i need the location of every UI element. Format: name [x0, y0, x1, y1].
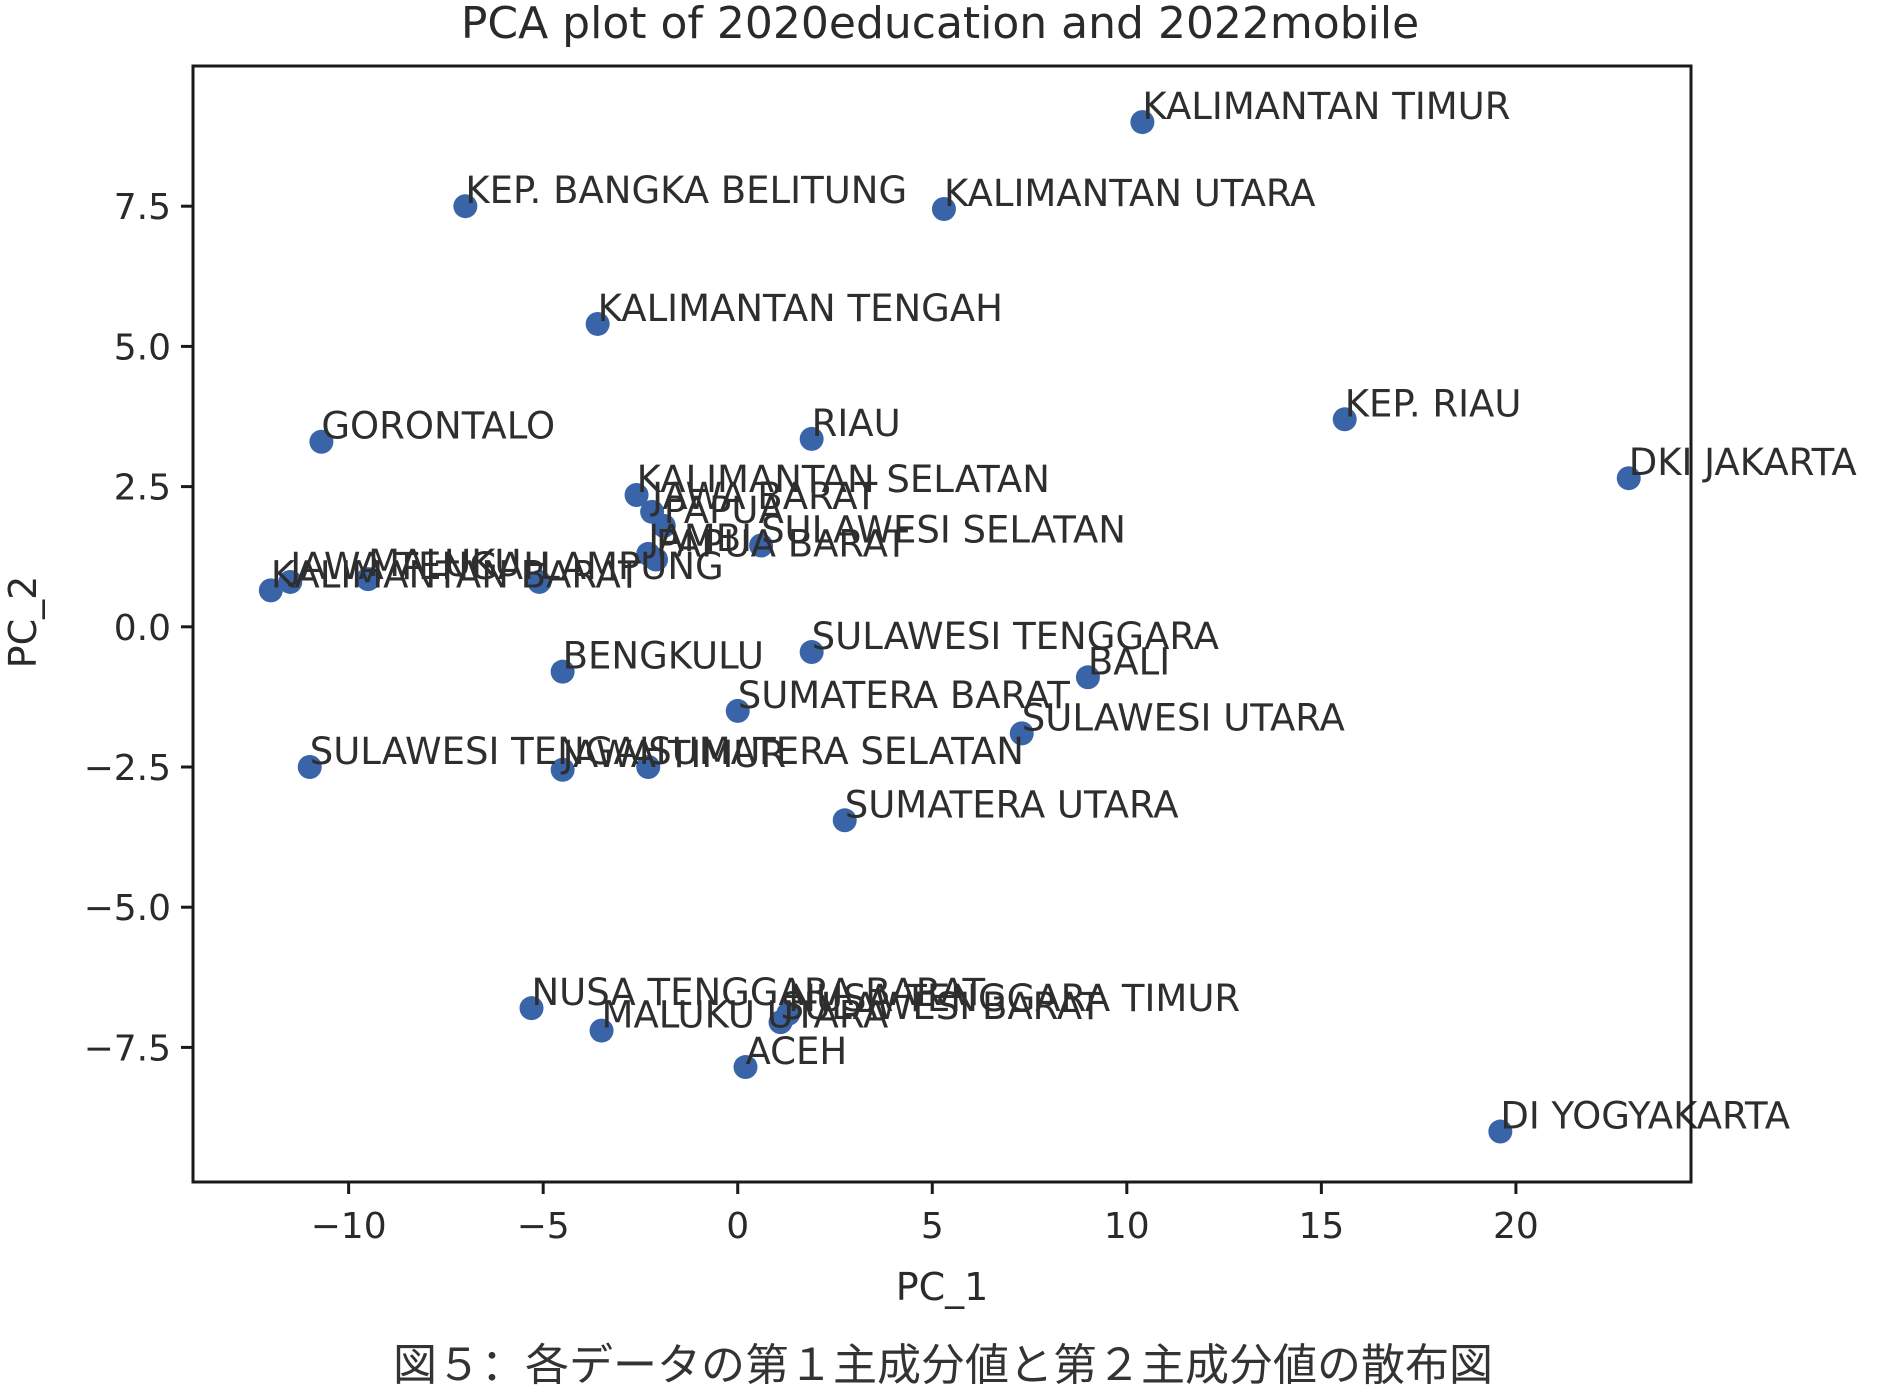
data-point-kalimantan-tengah	[585, 311, 610, 336]
data-point-riau	[799, 426, 824, 451]
point-label-dki-jakarta: DKI JAKARTA	[1629, 441, 1857, 484]
data-point-kalimantan-barat	[258, 578, 283, 603]
y-tick-label: −7.5	[84, 1028, 171, 1069]
data-point-kalimantan-timur	[1130, 110, 1155, 135]
data-point-kep-bangka-belitung	[453, 194, 478, 219]
y-tick-label: 7.5	[114, 187, 171, 228]
point-label-papua-barat: PAPUA BARAT	[656, 523, 908, 566]
point-label-nusa-tenggara-timur: NUSA TENGGARA TIMUR	[788, 977, 1240, 1020]
data-point-kep-riau	[1332, 407, 1357, 432]
data-point-kalimantan-selatan	[624, 483, 649, 508]
point-label-kalimantan-selatan: KALIMANTAN SELATAN	[637, 458, 1050, 501]
point-label-maluku: MALUKU	[368, 542, 521, 585]
data-point-dki-jakarta	[1616, 466, 1641, 491]
point-label-papua: PAPUA	[664, 489, 784, 532]
plot-area-frame	[191, 64, 1693, 1184]
x-axis-ticks: −10 −5 0 5 10 15 20	[311, 1182, 1539, 1247]
point-label-sulawesi-selatan: SULAWESI SELATAN	[761, 508, 1126, 551]
y-tick-label: 2.5	[114, 468, 171, 509]
point-label-bengkulu: BENGKULU	[563, 635, 764, 678]
x-tick-label: 5	[921, 1206, 944, 1247]
data-point-aceh	[733, 1055, 758, 1080]
data-point-sulawesi-tengah	[297, 755, 322, 780]
point-label-sumatera-utara: SUMATERA UTARA	[845, 783, 1179, 826]
data-point-sumatera-barat	[725, 698, 750, 723]
data-point-sulawesi-utara	[1009, 721, 1034, 746]
y-tick-label: −2.5	[84, 748, 171, 789]
point-label-aceh: ACEH	[746, 1030, 848, 1073]
point-label-di-yogyakarta: DI YOGYAKARTA	[1500, 1095, 1790, 1138]
point-label-maluku-utara: MALUKU UTARA	[602, 994, 889, 1037]
x-tick-label: 15	[1298, 1206, 1344, 1247]
data-point-sulawesi-barat	[768, 1010, 793, 1035]
point-label-kalimantan-tengah: KALIMANTAN TENGAH	[598, 287, 1003, 330]
x-axis-label: PC_1	[896, 1265, 989, 1309]
point-label-kalimantan-barat: KALIMANTAN BARAT	[271, 553, 641, 596]
data-point-nusa-tenggara-barat	[519, 996, 544, 1021]
x-tick-label: −5	[517, 1206, 570, 1247]
data-point-jawa-tengah	[278, 569, 303, 594]
data-point-sulawesi-selatan	[749, 533, 774, 558]
point-label-jawa-tengah: JAWA TENGAH	[288, 545, 551, 588]
data-point-papua-barat	[644, 547, 669, 572]
data-point-gorontalo	[309, 429, 334, 454]
data-point-bengkulu	[550, 659, 575, 684]
x-tick-label: 0	[726, 1206, 749, 1247]
x-tick-label: 10	[1104, 1206, 1150, 1247]
point-label-nusa-tenggara-barat: NUSA TENGGARA BARAT	[532, 971, 986, 1014]
figure-caption: 図５：各データの第１主成分値と第２主成分値の散布図	[393, 1340, 1493, 1389]
point-label-riau: RIAU	[812, 402, 901, 445]
data-point-sumatera-utara	[832, 808, 857, 833]
point-label-sulawesi-tenggara: SULAWESI TENGGARA	[812, 615, 1219, 658]
data-point-lampung	[527, 569, 552, 594]
data-point-sulawesi-tenggara	[799, 640, 824, 665]
point-label-jambi: JAMBI	[646, 517, 752, 560]
y-tick-label: −5.0	[84, 888, 171, 929]
data-point-di-yogyakarta	[1488, 1119, 1513, 1144]
point-label-sulawesi-tengah: SULAWESI TENGAH	[310, 730, 667, 773]
y-axis-label: PC_2	[1, 576, 45, 669]
x-tick-label: −10	[311, 1206, 387, 1247]
point-label-kalimantan-utara: KALIMANTAN UTARA	[944, 172, 1315, 215]
point-labels: KALIMANTAN TIMUR KEP. BANGKA BELITUNG KALI…	[271, 85, 1857, 1137]
point-label-sulawesi-barat: SULAWESI BARAT	[781, 985, 1103, 1028]
data-point-maluku-utara	[589, 1018, 614, 1043]
data-point-jawa-timur	[550, 757, 575, 782]
data-point-bali	[1075, 665, 1100, 690]
data-point-papua	[651, 513, 676, 538]
point-label-sumatera-barat: SUMATERA BARAT	[738, 674, 1071, 717]
data-point-kalimantan-utara	[931, 197, 956, 222]
point-label-kalimantan-timur: KALIMANTAN TIMUR	[1142, 85, 1510, 128]
point-label-jawa-barat: JAWA BARAT	[650, 475, 878, 518]
y-tick-label: 0.0	[114, 608, 171, 649]
point-label-bali: BALI	[1088, 640, 1170, 683]
point-label-sulawesi-utara: SULAWESI UTARA	[1022, 696, 1345, 739]
data-points	[258, 110, 1641, 1144]
point-label-lampung: LAMPUNG	[539, 545, 723, 588]
point-label-kep-riau: KEP. RIAU	[1345, 382, 1522, 425]
data-point-sumatera-selatan	[636, 755, 661, 780]
y-axis-ticks: −7.5 −5.0 −2.5 0.0 2.5 5.0 7.5	[84, 187, 193, 1069]
data-point-maluku	[356, 567, 381, 592]
chart-title: PCA plot of 2020education and 2022mobile	[461, 0, 1419, 49]
point-label-sumatera-selatan: SUMATERA SELATAN	[648, 730, 1024, 773]
point-label-gorontalo: GORONTALO	[321, 405, 555, 448]
y-tick-label: 5.0	[114, 327, 171, 368]
x-tick-label: 20	[1493, 1206, 1539, 1247]
point-label-kep-bangka-belitung: KEP. BANGKA BELITUNG	[465, 169, 907, 212]
point-label-jawa-timur: JAWA TIMUR	[561, 733, 786, 776]
